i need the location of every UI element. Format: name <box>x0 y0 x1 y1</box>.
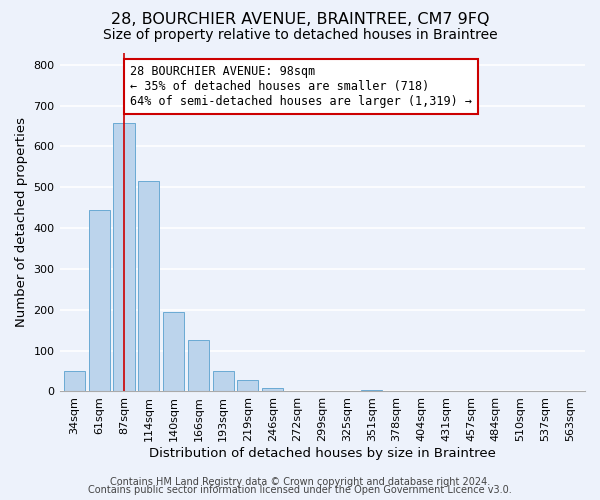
Bar <box>89 210 110 392</box>
Bar <box>113 122 134 392</box>
Bar <box>138 181 160 392</box>
Bar <box>212 371 233 392</box>
Bar <box>238 380 259 392</box>
Text: Contains public sector information licensed under the Open Government Licence v3: Contains public sector information licen… <box>88 485 512 495</box>
Y-axis label: Number of detached properties: Number of detached properties <box>15 117 28 327</box>
Bar <box>188 340 209 392</box>
Text: Size of property relative to detached houses in Braintree: Size of property relative to detached ho… <box>103 28 497 42</box>
Text: 28, BOURCHIER AVENUE, BRAINTREE, CM7 9FQ: 28, BOURCHIER AVENUE, BRAINTREE, CM7 9FQ <box>111 12 489 28</box>
Bar <box>361 390 382 392</box>
Bar <box>64 371 85 392</box>
X-axis label: Distribution of detached houses by size in Braintree: Distribution of detached houses by size … <box>149 447 496 460</box>
Bar <box>262 388 283 392</box>
Text: Contains HM Land Registry data © Crown copyright and database right 2024.: Contains HM Land Registry data © Crown c… <box>110 477 490 487</box>
Text: 28 BOURCHIER AVENUE: 98sqm
← 35% of detached houses are smaller (718)
64% of sem: 28 BOURCHIER AVENUE: 98sqm ← 35% of deta… <box>130 65 472 108</box>
Bar <box>163 312 184 392</box>
